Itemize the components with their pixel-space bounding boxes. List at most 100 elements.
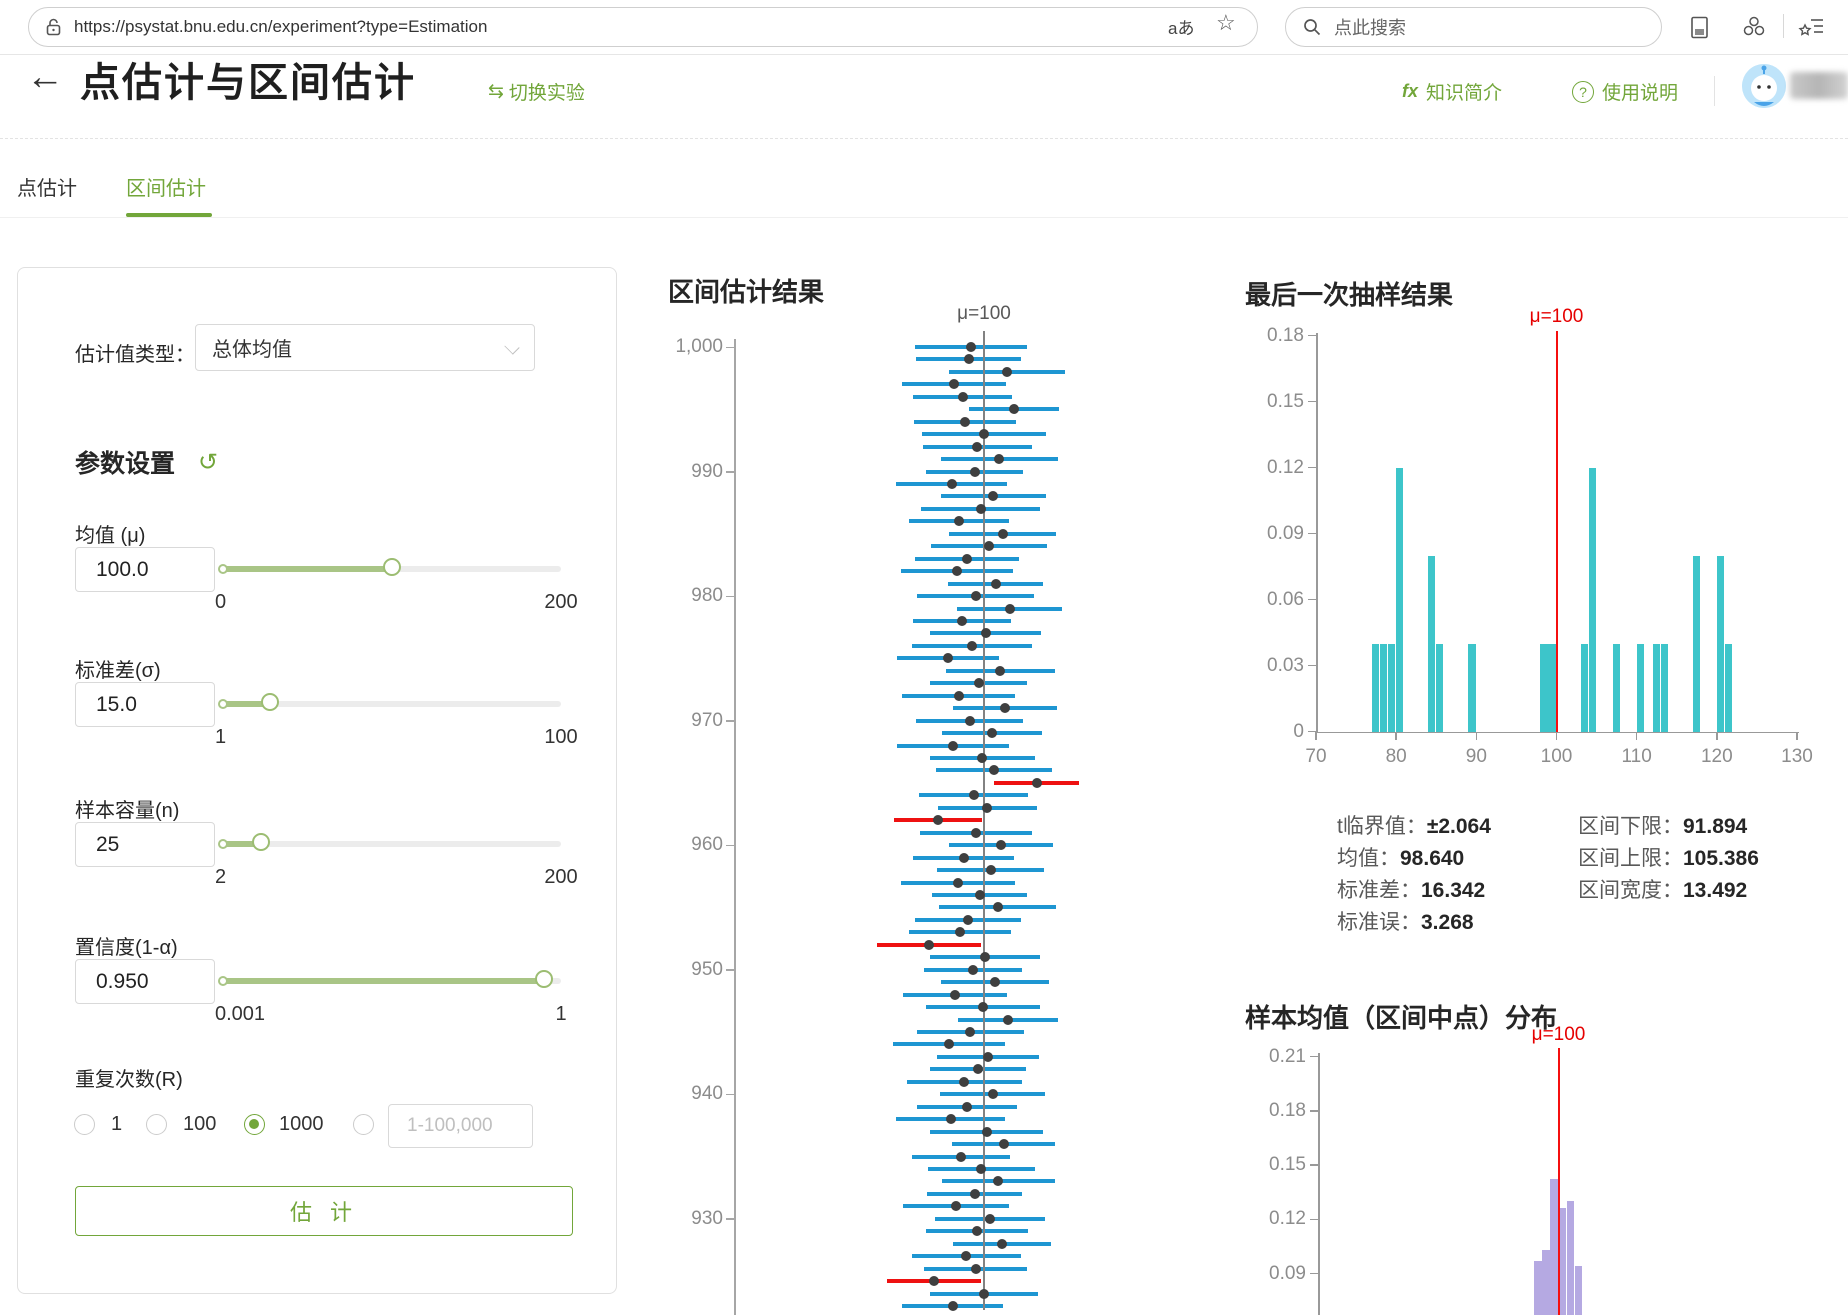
x-tick-label: 130 <box>1781 745 1813 767</box>
y-tick-mark <box>1308 466 1316 469</box>
avatar[interactable] <box>1742 64 1786 108</box>
slider-fill-3 <box>222 978 544 984</box>
ci-mean-dot <box>969 466 980 477</box>
field-input-2[interactable] <box>75 822 215 867</box>
slider-max-label-1: 100 <box>544 726 578 748</box>
question-icon: ? <box>1572 80 1594 103</box>
switch-experiment-link[interactable]: ⇆ 切换实验 <box>488 81 585 104</box>
y-tick-mark <box>1308 730 1316 733</box>
favorite-star-icon[interactable]: ☆ <box>1216 10 1236 35</box>
field-input-3[interactable] <box>75 959 215 1004</box>
toolbar-divider <box>1783 14 1784 38</box>
last-sample-mu-line <box>1555 331 1558 732</box>
repeat-radio-1[interactable] <box>74 1114 95 1135</box>
y-tick-label: 980 <box>691 585 723 607</box>
slider-track-3[interactable] <box>218 970 561 988</box>
translate-icon[interactable]: aあ <box>1168 19 1195 38</box>
field-input-0[interactable] <box>75 547 215 592</box>
hist-bar <box>1580 643 1588 732</box>
ci-mean-dot <box>978 1002 989 1013</box>
ci-mean-dot <box>966 342 977 352</box>
ci-mean-dot <box>970 591 981 602</box>
stat-label: 区间宽度： <box>1578 879 1683 902</box>
y-tick-label: 0.12 <box>1269 1208 1306 1230</box>
y-tick-label: 960 <box>691 834 723 856</box>
lock-icon[interactable] <box>45 17 62 37</box>
slider-handle-3[interactable] <box>534 970 553 988</box>
repeat-radio-1000[interactable] <box>244 1114 265 1135</box>
hist-bar <box>1558 1208 1566 1315</box>
hist-bar <box>1540 643 1548 732</box>
mean-dist-mu-line <box>1557 1048 1560 1315</box>
header-divider <box>1714 76 1715 106</box>
reading-list-icon[interactable] <box>1690 16 1710 45</box>
x-tick-label: 80 <box>1385 745 1407 767</box>
ci-mean-dot <box>928 1276 939 1287</box>
y-tick-label: 0.09 <box>1269 1262 1306 1284</box>
search-box[interactable]: 点此搜索 <box>1285 7 1662 47</box>
url-text[interactable]: https://psystat.bnu.edu.cn/experiment?ty… <box>74 17 488 36</box>
y-tick-label: 950 <box>691 958 723 980</box>
ci-mean-dot <box>1001 366 1012 377</box>
y-tick-label: 940 <box>691 1083 723 1105</box>
custom-repeat-input[interactable] <box>388 1104 533 1148</box>
knowledge-intro-link[interactable]: fx 知识简介 <box>1402 81 1503 104</box>
y-tick-mark <box>1310 1272 1318 1275</box>
browser-toolbar: https://psystat.bnu.edu.cn/experiment?ty… <box>0 0 1848 55</box>
hist-bar <box>1692 555 1700 732</box>
estimate-button[interactable]: 估 计 <box>75 1186 573 1236</box>
slider-handle-1[interactable] <box>260 693 279 711</box>
mean-dist-y-axis <box>1318 1053 1320 1315</box>
y-tick-label: 0.18 <box>1267 324 1304 346</box>
slider-min-dot-3 <box>218 976 228 986</box>
hist-bar <box>1548 643 1556 732</box>
stat-left-2: 标准差：16.342 <box>1337 874 1485 904</box>
tab-interval-estimation[interactable]: 区间估计 <box>126 178 206 200</box>
y-tick-mark <box>1308 598 1316 601</box>
usage-help-link[interactable]: ? 使用说明 <box>1572 78 1678 105</box>
field-input-1[interactable] <box>75 682 215 727</box>
ci-mean-dot <box>997 528 1008 539</box>
reset-params-icon[interactable]: ↻ <box>198 449 219 476</box>
ci-mean-dot <box>984 541 995 552</box>
back-arrow-icon[interactable]: ← <box>26 56 64 98</box>
estimate-type-value: 总体均值 <box>212 339 292 361</box>
browser-essentials-icon[interactable] <box>1743 16 1765 43</box>
ci-mean-dot <box>967 640 978 651</box>
slider-min-dot-0 <box>218 564 228 574</box>
ci-mean-dot <box>988 491 999 502</box>
slider-track-0[interactable] <box>218 558 561 576</box>
x-tick-mark <box>1315 731 1317 740</box>
ci-mean-dot <box>995 665 1006 676</box>
slider-handle-0[interactable] <box>382 558 401 576</box>
field-label-1: 标准差(σ) <box>75 660 161 682</box>
stat-value: 98.640 <box>1400 847 1465 870</box>
ci-mean-dot <box>945 1114 956 1125</box>
search-icon <box>1302 17 1322 37</box>
repeat-radio-100[interactable] <box>146 1114 167 1135</box>
ci-mean-dot <box>970 1263 981 1274</box>
y-tick-mark <box>1308 400 1316 403</box>
stat-left-1: 均值：98.640 <box>1337 842 1464 872</box>
slider-track-2[interactable] <box>218 833 561 851</box>
ci-mean-dot <box>1008 404 1019 415</box>
y-tick-mark <box>726 1218 734 1220</box>
x-tick-mark <box>1475 731 1478 740</box>
estimate-type-select[interactable]: 总体均值 <box>195 324 535 371</box>
slider-handle-2[interactable] <box>252 833 271 851</box>
ci-mean-dot <box>958 852 969 863</box>
hist-bar <box>1716 555 1725 732</box>
page-title: 点估计与区间估计 <box>80 61 416 105</box>
repeat-radio-custom[interactable] <box>353 1114 374 1135</box>
ci-mean-dot <box>993 1176 1004 1187</box>
favorites-bar-icon[interactable] <box>1798 16 1824 43</box>
y-tick-label: 0 <box>1293 720 1304 742</box>
slider-track-1[interactable] <box>218 693 561 711</box>
address-bar[interactable]: https://psystat.bnu.edu.cn/experiment?ty… <box>28 7 1258 47</box>
ci-mean-dot <box>990 578 1001 589</box>
ci-mean-dot <box>963 354 974 365</box>
ci-mean-dot <box>996 1238 1007 1249</box>
y-tick-label: 1,000 <box>675 336 723 357</box>
tab-point-estimation[interactable]: 点估计 <box>17 178 77 200</box>
repeat-count-label: 重复次数(R) <box>75 1069 183 1091</box>
